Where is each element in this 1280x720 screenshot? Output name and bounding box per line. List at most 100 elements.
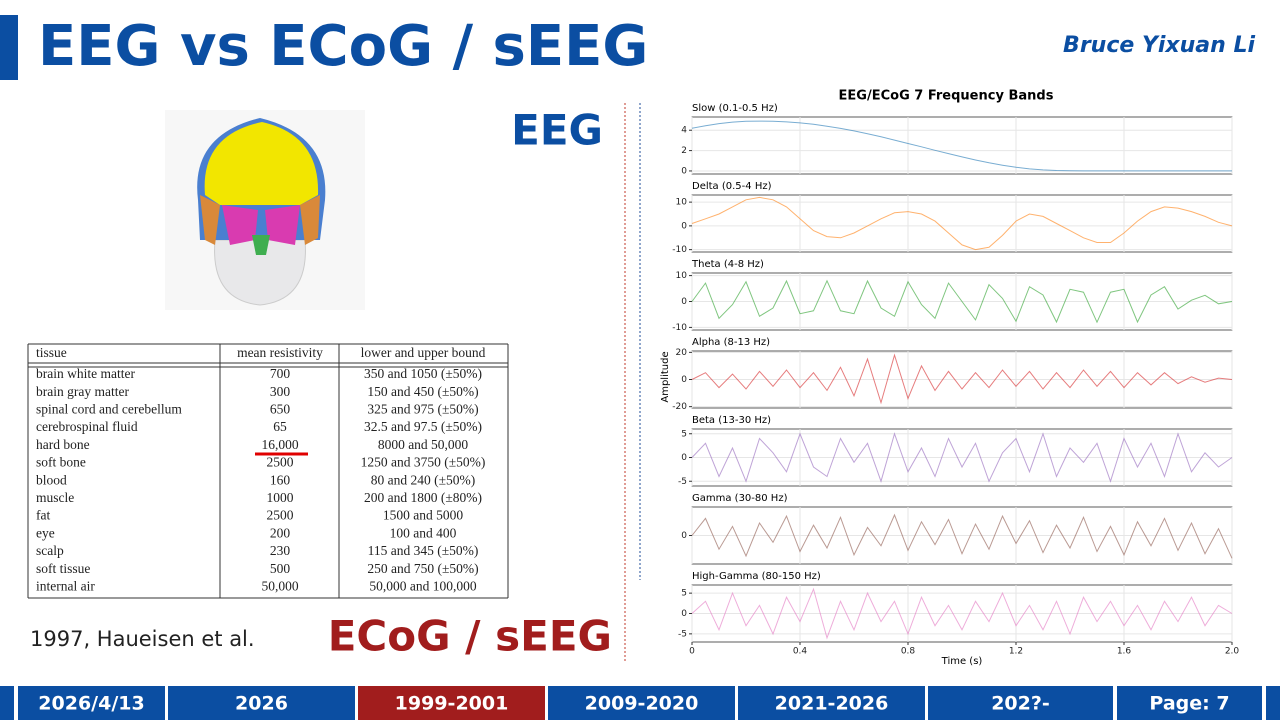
signal-line bbox=[691, 513, 1233, 559]
table-cell: 50,000 bbox=[261, 578, 298, 593]
panel-frame bbox=[691, 194, 1233, 253]
y-tick-label: 20 bbox=[676, 348, 688, 358]
y-tick-label: 0 bbox=[681, 453, 687, 463]
table-cell: muscle bbox=[36, 490, 74, 505]
panel-frame bbox=[691, 116, 1233, 175]
skull-illustration bbox=[165, 110, 365, 310]
footer-text: 202?- bbox=[991, 693, 1050, 715]
table-cell: 32.5 and 97.5 (±50%) bbox=[364, 419, 482, 434]
y-tick-label: -5 bbox=[678, 629, 687, 639]
table-cell: 8000 and 50,000 bbox=[378, 437, 469, 452]
table-cell: 500 bbox=[270, 561, 291, 576]
table-cell: 1500 and 5000 bbox=[383, 508, 463, 523]
table-cell: 150 and 450 (±50%) bbox=[367, 384, 478, 399]
signal-line bbox=[691, 196, 1233, 251]
y-tick-label: 5 bbox=[681, 429, 687, 439]
x-axis-label: Time (s) bbox=[941, 656, 983, 667]
y-tick-label: 2 bbox=[681, 146, 687, 156]
panel-title: Slow (0.1-0.5 Hz) bbox=[692, 103, 778, 114]
panel-title: Alpha (8-13 Hz) bbox=[692, 337, 770, 348]
table-cell: 100 and 400 bbox=[390, 525, 457, 540]
footer-cell bbox=[928, 686, 1113, 720]
footer-text: 2026 bbox=[235, 693, 288, 715]
table-header: mean resistivity bbox=[237, 345, 323, 360]
table-cell: 650 bbox=[270, 401, 291, 416]
signal-line bbox=[691, 587, 1233, 640]
footer-cell bbox=[18, 686, 165, 720]
y-tick-label: -5 bbox=[678, 477, 687, 487]
table-cell: 2500 bbox=[267, 455, 294, 470]
footer-cell bbox=[738, 686, 925, 720]
table-cell: 350 and 1050 (±50%) bbox=[364, 366, 482, 381]
x-tick-label: 1.2 bbox=[1009, 647, 1023, 657]
table-cell: 325 and 975 (±50%) bbox=[367, 401, 478, 416]
signal-line bbox=[691, 120, 1232, 172]
y-tick-label: -10 bbox=[672, 323, 687, 333]
panel-title: Delta (0.5-4 Hz) bbox=[692, 181, 772, 192]
y-tick-label: -20 bbox=[672, 402, 687, 412]
table-cell: 16,000 bbox=[261, 437, 298, 452]
y-tick-label: 0 bbox=[681, 221, 687, 231]
y-tick-label: 0 bbox=[681, 375, 687, 385]
table-cell: 160 bbox=[270, 472, 291, 487]
table-cell: eye bbox=[36, 525, 55, 540]
table-cell: spinal cord and cerebellum bbox=[36, 401, 182, 416]
author: Bruce Yixuan Li bbox=[1063, 33, 1255, 58]
table-cell: scalp bbox=[36, 543, 64, 558]
footer-cell bbox=[168, 686, 355, 720]
table-cell: soft bone bbox=[36, 455, 86, 470]
footer-edge bbox=[0, 686, 14, 720]
x-tick-label: 0.8 bbox=[901, 647, 916, 657]
footer-cell bbox=[548, 686, 735, 720]
citation: 1997, Haueisen et al. bbox=[30, 627, 255, 651]
y-axis-label: Amplitude bbox=[660, 351, 671, 402]
panel-title: Theta (4-8 Hz) bbox=[691, 259, 764, 270]
panel-title: Gamma (30-80 Hz) bbox=[692, 493, 788, 504]
table-cell: 200 bbox=[270, 525, 291, 540]
signal-line bbox=[691, 432, 1233, 483]
signal-line bbox=[691, 279, 1233, 324]
signal-line bbox=[691, 353, 1233, 405]
y-tick-label: 0 bbox=[681, 166, 687, 176]
table-cell: internal air bbox=[36, 578, 95, 593]
y-tick-label: 10 bbox=[676, 198, 688, 208]
y-tick-label: 5 bbox=[681, 589, 687, 599]
slide-title: EEG vs ECoG / sEEG bbox=[38, 14, 648, 79]
y-tick-label: 0 bbox=[681, 297, 687, 307]
footer-text: 2009-2020 bbox=[585, 693, 699, 715]
footer-text: 2026/4/13 bbox=[38, 693, 144, 715]
footer-cell bbox=[358, 686, 545, 720]
table-cell: blood bbox=[36, 472, 67, 487]
table-cell: 115 and 345 (±50%) bbox=[368, 543, 479, 558]
table-cell: 700 bbox=[270, 366, 291, 381]
x-tick-label: 2.0 bbox=[1225, 647, 1240, 657]
panel-title: Beta (13-30 Hz) bbox=[692, 415, 771, 426]
y-tick-label: 10 bbox=[676, 271, 688, 281]
table-cell: 2500 bbox=[267, 508, 294, 523]
table-header: lower and upper bound bbox=[361, 345, 486, 360]
y-tick-label: 0 bbox=[681, 609, 687, 619]
x-tick-label: 0 bbox=[689, 647, 695, 657]
table-cell: brain gray matter bbox=[36, 384, 129, 399]
table-cell: brain white matter bbox=[36, 366, 135, 381]
table-frame bbox=[27, 343, 509, 599]
table-cell: 300 bbox=[270, 384, 291, 399]
footer-text: 1999-2001 bbox=[395, 693, 509, 715]
table-header: tissue bbox=[36, 345, 67, 360]
table-cell: 1000 bbox=[267, 490, 294, 505]
table-cell: 80 and 240 (±50%) bbox=[371, 472, 476, 487]
panel-title: High-Gamma (80-150 Hz) bbox=[692, 571, 821, 582]
table-cell: 50,000 and 100,000 bbox=[369, 578, 476, 593]
footer-text: Page: 7 bbox=[1149, 693, 1229, 715]
table-cell: hard bone bbox=[36, 437, 90, 452]
x-tick-label: 0.4 bbox=[793, 647, 808, 657]
y-tick-label: 0 bbox=[681, 531, 687, 541]
footer-cell bbox=[1117, 686, 1262, 720]
x-tick-label: 1.6 bbox=[1117, 647, 1132, 657]
table-cell: 1250 and 3750 (±50%) bbox=[361, 455, 486, 470]
y-tick-label: 4 bbox=[681, 126, 687, 136]
table-cell: 65 bbox=[273, 419, 287, 434]
table-cell: cerebrospinal fluid bbox=[36, 419, 138, 434]
